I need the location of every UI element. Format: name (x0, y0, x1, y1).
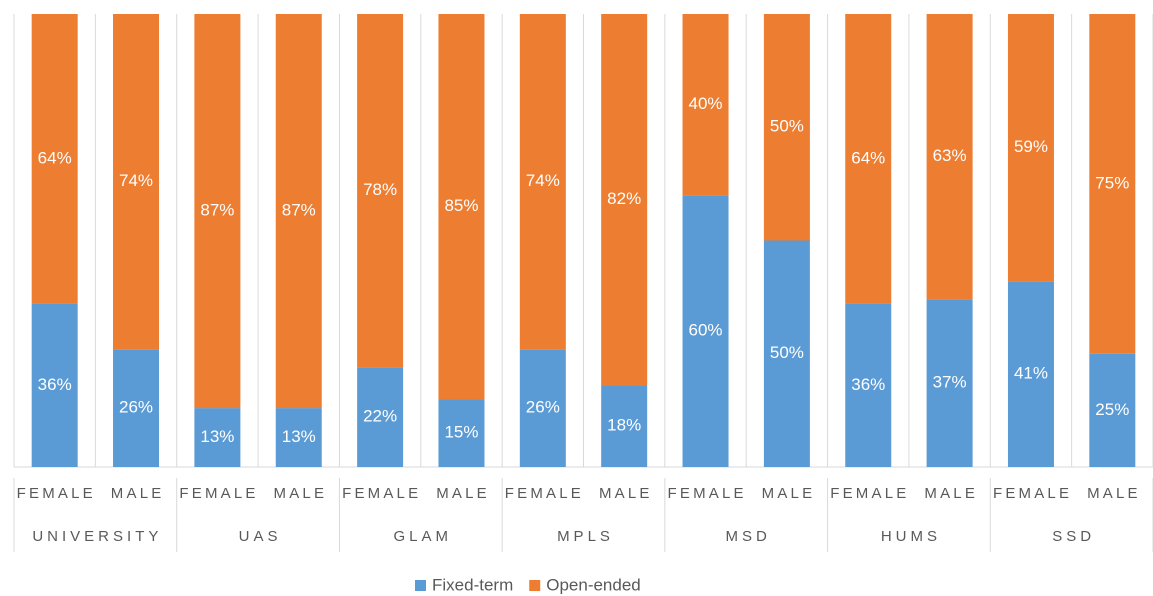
value-label: 13% (282, 427, 316, 446)
bar-segment (682, 195, 729, 467)
value-label: 82% (607, 189, 641, 208)
bar-segment (519, 349, 566, 467)
value-label: 63% (933, 146, 967, 165)
value-label: 25% (1095, 400, 1129, 419)
value-label: 75% (1095, 173, 1129, 192)
x-tick-label: FEMALE (993, 485, 1072, 502)
bar-segment (601, 385, 648, 467)
x-tick-label: MALE (111, 485, 165, 502)
bar-segment (113, 349, 160, 467)
bar-segment (763, 14, 810, 241)
bar-segment (519, 14, 566, 350)
x-tick-label: FEMALE (179, 485, 258, 502)
value-label: 36% (851, 375, 885, 394)
value-label: 37% (933, 373, 967, 392)
group-label: SSD (1052, 528, 1095, 545)
bar-segment (1007, 281, 1054, 467)
bar-segment (275, 14, 322, 409)
group-label: MSD (726, 528, 771, 545)
group-label: GLAM (394, 528, 453, 545)
x-tick-label: FEMALE (342, 485, 421, 502)
value-label: 18% (607, 416, 641, 435)
value-label: 13% (200, 427, 234, 446)
value-label: 64% (851, 148, 885, 167)
group-label: UNIVERSITY (32, 528, 162, 545)
group-label: MPLS (557, 528, 614, 545)
bar-segment (357, 367, 404, 467)
value-label: 40% (689, 94, 723, 113)
value-label: 59% (1014, 137, 1048, 156)
value-label: 64% (38, 148, 72, 167)
bar-segment (1089, 14, 1136, 354)
bar-segment (113, 14, 160, 350)
x-tick-label: FEMALE (668, 485, 747, 502)
value-label: 26% (526, 398, 560, 417)
value-label: 22% (363, 407, 397, 426)
bar-segment (601, 14, 648, 386)
bar-segment (438, 14, 485, 400)
bar-segment (357, 14, 404, 368)
bar-segment (926, 14, 973, 300)
bar-segment (31, 14, 78, 304)
x-tick-label: MALE (436, 485, 490, 502)
bar-segment (1007, 14, 1054, 282)
group-label: HUMS (881, 528, 941, 545)
x-tick-label: FEMALE (17, 485, 96, 502)
value-label: 15% (444, 423, 478, 442)
bar-segment (1089, 353, 1136, 467)
legend-label: Open-ended (546, 575, 641, 594)
value-label: 85% (444, 196, 478, 215)
bar-segment (926, 299, 973, 467)
x-tick-label: MALE (599, 485, 653, 502)
bar-segment (845, 14, 892, 304)
bar-segment (194, 408, 241, 467)
value-label: 36% (38, 375, 72, 394)
value-label: 41% (1014, 364, 1048, 383)
bar-segment (682, 14, 729, 196)
value-label: 50% (770, 117, 804, 136)
legend-swatch (529, 580, 541, 591)
legend-label: Fixed-term (432, 575, 513, 594)
value-label: 87% (282, 201, 316, 220)
value-label: 26% (119, 398, 153, 417)
group-label: UAS (239, 528, 282, 545)
value-label: 78% (363, 180, 397, 199)
bar-segment (438, 399, 485, 467)
x-tick-label: FEMALE (830, 485, 909, 502)
bar-segment (194, 14, 241, 409)
value-label: 50% (770, 343, 804, 362)
value-label: 74% (119, 171, 153, 190)
x-tick-label: MALE (762, 485, 816, 502)
value-label: 87% (200, 201, 234, 220)
bar-segment (845, 303, 892, 467)
x-tick-label: MALE (274, 485, 328, 502)
bar-segment (31, 303, 78, 467)
value-label: 60% (689, 321, 723, 340)
bar-segment (275, 408, 322, 467)
bar-segment (763, 240, 810, 467)
x-tick-label: MALE (1087, 485, 1141, 502)
value-label: 74% (526, 171, 560, 190)
legend-swatch (415, 580, 426, 591)
x-tick-label: FEMALE (505, 485, 584, 502)
x-tick-label: MALE (924, 485, 978, 502)
